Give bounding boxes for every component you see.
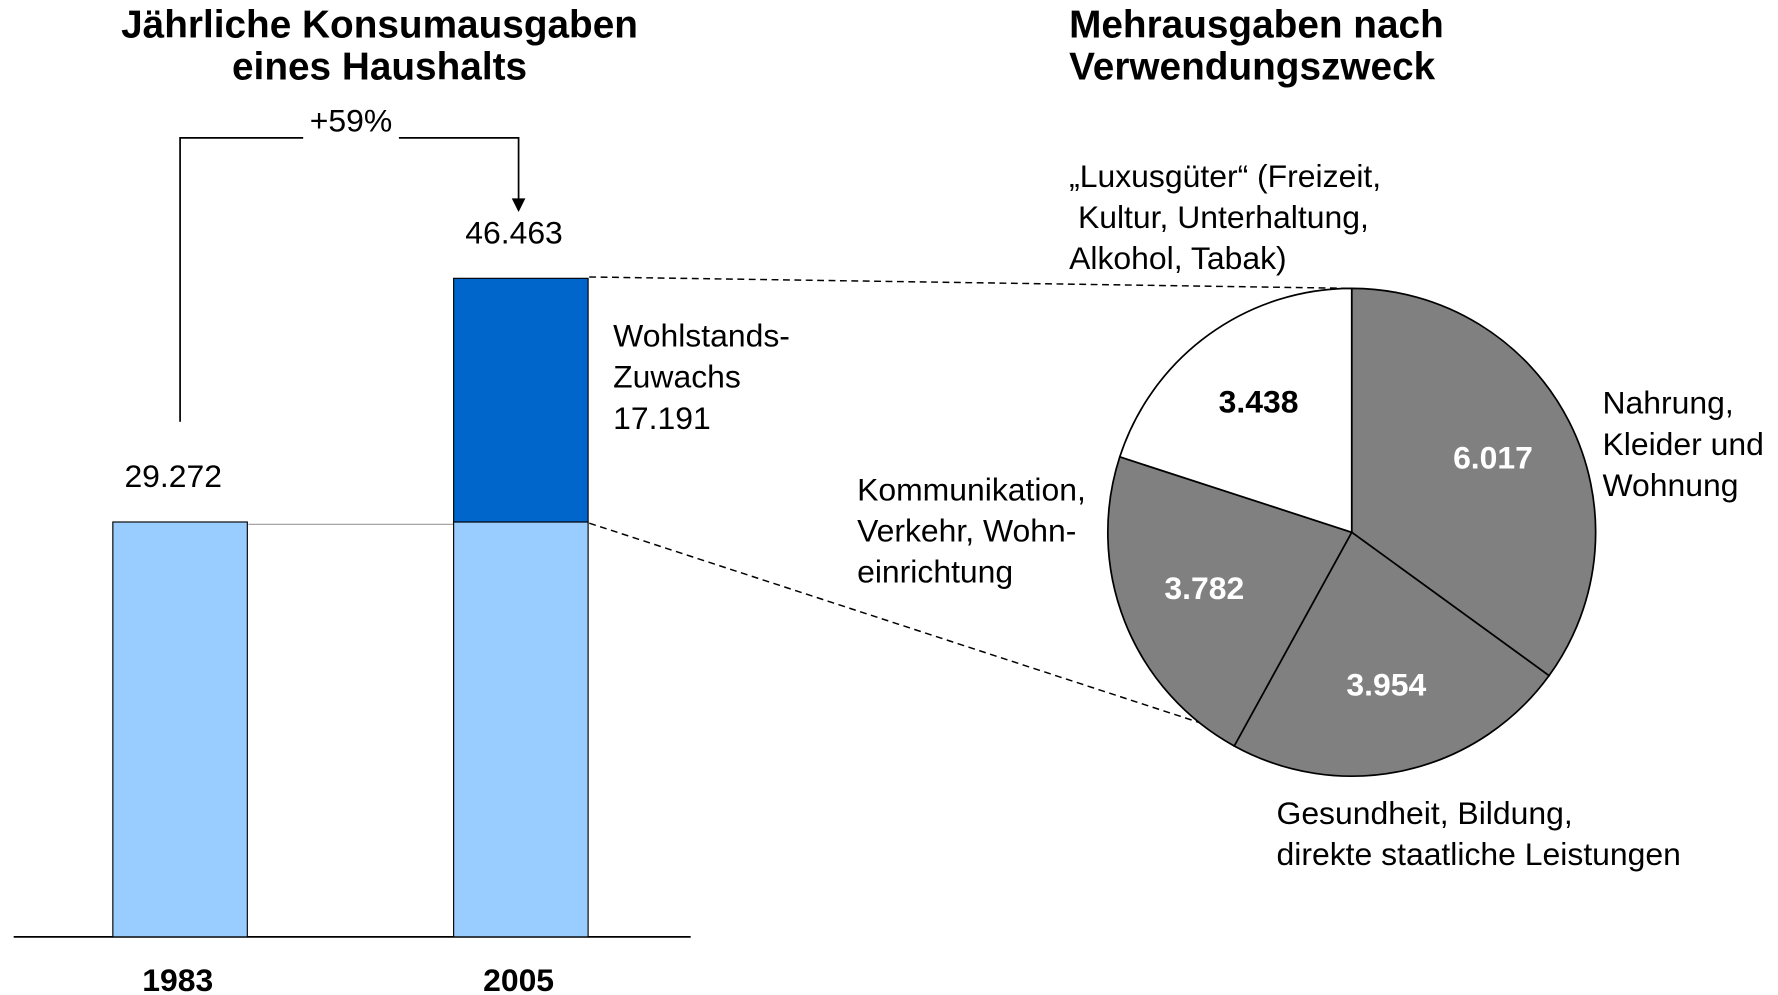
- annotation-bg: [303, 104, 399, 142]
- connector: [589, 276, 1352, 290]
- annotation: +59%: [310, 103, 393, 139]
- slice-category-label: Gesundheit, Bildung, direkte staatliche L…: [1277, 795, 1681, 872]
- pie-slice: [1350, 287, 1597, 677]
- pie-title: Mehrausgaben nach Verwendungszweck: [1069, 4, 1444, 89]
- bar-title: Jährliche Konsumausgaben eines Haushalts: [121, 4, 638, 89]
- series-name: Wohlstands-Zuwachs: [613, 318, 790, 395]
- x-tick-label: 2005: [483, 962, 554, 995]
- slice-category-label: Kommunikation, Verkehr, Wohn-einrichtung: [857, 472, 1086, 590]
- arrow-head: [511, 198, 526, 212]
- bar-segment: [453, 521, 589, 938]
- pie-slice: [1106, 455, 1353, 748]
- pie-slice: [1233, 531, 1551, 777]
- total-label: 46.463: [465, 214, 563, 250]
- slice-category-label: Nahrung, Kleider und Wohnung: [1602, 385, 1763, 503]
- slice-value-label: 6.017: [1453, 440, 1533, 476]
- slice-value-label: 3.782: [1164, 570, 1244, 606]
- slice-value-label: 3.438: [1219, 383, 1299, 419]
- total-label: 29.272: [124, 458, 222, 494]
- slice-category-label: „Luxusgüter“ (Freizeit, Kultur, Unterhal…: [1069, 158, 1381, 276]
- pie-slice: [1118, 287, 1353, 534]
- connector: [589, 522, 1291, 753]
- bar-segment: [112, 521, 248, 938]
- bar-segment: [453, 277, 589, 523]
- slice-value-label: 3.954: [1346, 666, 1426, 702]
- value-label: 17.191: [613, 400, 711, 436]
- x-tick-label: 1983: [142, 962, 213, 995]
